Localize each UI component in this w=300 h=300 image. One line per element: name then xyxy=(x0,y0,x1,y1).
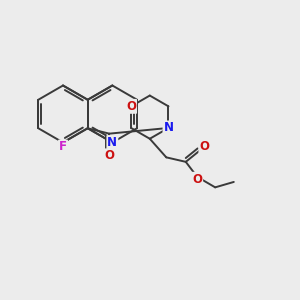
Text: N: N xyxy=(164,122,173,134)
Text: O: O xyxy=(126,100,136,113)
Text: O: O xyxy=(104,149,114,162)
Text: F: F xyxy=(59,140,67,154)
Text: N: N xyxy=(107,136,117,149)
Text: O: O xyxy=(200,140,209,153)
Text: O: O xyxy=(192,173,202,186)
